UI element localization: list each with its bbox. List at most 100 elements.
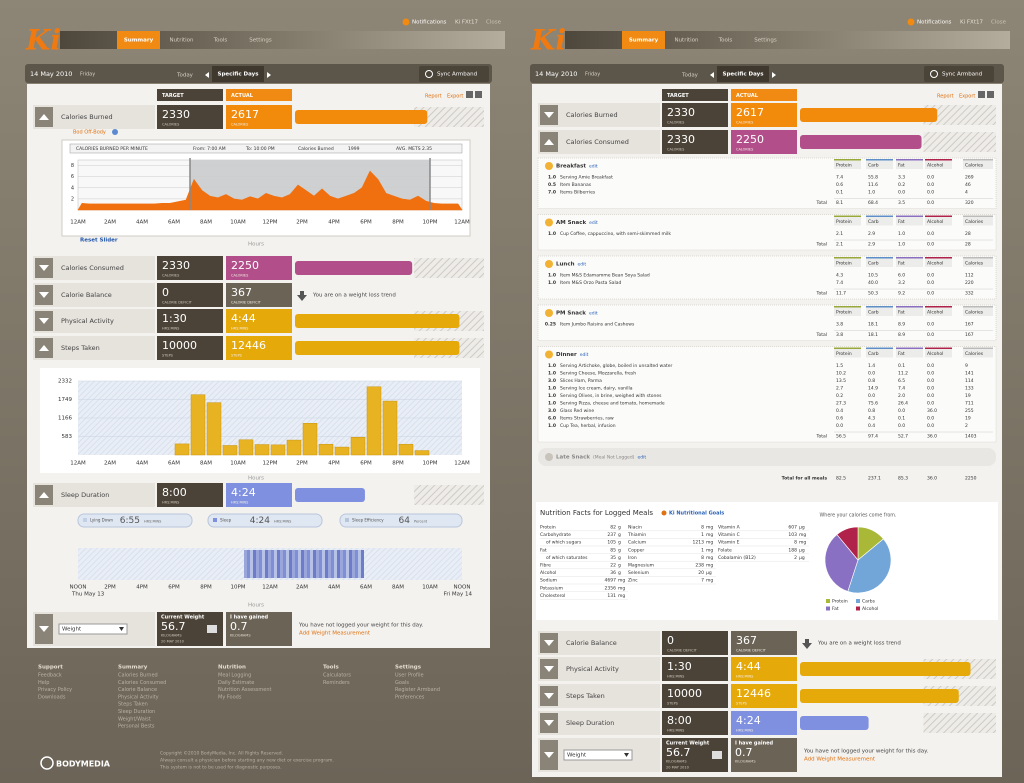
footer-link[interactable]: Privacy Policy <box>38 687 72 693</box>
footer-link[interactable]: Help <box>38 680 49 686</box>
panel-button[interactable] <box>978 91 985 98</box>
footer-link[interactable]: Calculators <box>323 673 351 679</box>
specific-days-tab[interactable] <box>212 66 264 82</box>
footer-link[interactable]: Reminders <box>323 680 350 686</box>
export-link[interactable]: Export <box>959 94 975 100</box>
notifications-link[interactable]: Notifications <box>412 20 447 26</box>
sleep-segment <box>310 550 313 578</box>
sync-label[interactable]: Sync Armband <box>942 72 982 78</box>
specific-days-label[interactable]: Specific Days <box>723 72 765 78</box>
edit-link[interactable]: edit <box>589 311 598 317</box>
meal-name: Lunch <box>556 262 575 268</box>
footer-link[interactable]: Daily Estimate <box>218 680 254 686</box>
footer-link[interactable]: Sleep Duration <box>118 709 155 715</box>
nav-tab[interactable]: Settings <box>754 38 777 44</box>
item-quantity: 1.0 <box>548 386 556 392</box>
close-link[interactable]: Close <box>486 20 502 26</box>
nutrient-value: 4697 <box>605 578 617 584</box>
edit-link[interactable]: edit <box>578 262 587 268</box>
item-value: 0.0 <box>927 175 934 181</box>
nav-tab[interactable]: Summary <box>124 38 154 44</box>
add-weight-link[interactable]: Add Weight Measurement <box>804 757 876 763</box>
footer-link[interactable]: Weight/Waist <box>118 716 151 722</box>
today-tab[interactable]: Today <box>681 73 699 79</box>
notification-badge <box>402 18 410 26</box>
nutrient-name: Potassium <box>540 585 563 591</box>
actual-header <box>226 89 292 101</box>
steps-bar <box>366 386 382 456</box>
nav-tab[interactable]: Tools <box>718 38 733 44</box>
item-value: 19 <box>965 393 971 399</box>
notifications-link[interactable]: Notifications <box>917 20 952 26</box>
footer-link[interactable]: Calories Consumed <box>118 680 166 686</box>
add-weight-link[interactable]: Add Weight Measurement <box>299 631 371 637</box>
footer-link[interactable]: Steps Taken <box>118 702 148 708</box>
footer-link[interactable]: Downloads <box>38 694 66 700</box>
weight-select[interactable] <box>563 749 633 761</box>
edit-link[interactable]: edit <box>589 220 598 226</box>
progress-bar <box>295 261 413 275</box>
nav-tab[interactable]: Nutrition <box>674 38 699 44</box>
item-value: 40.0 <box>868 280 878 286</box>
reset-slider-link[interactable]: Reset Slider <box>80 238 118 244</box>
row-label: Steps Taken <box>566 692 605 700</box>
row-label: Calories Consumed <box>566 138 629 146</box>
edit-link[interactable]: edit <box>589 164 598 170</box>
nav-tab[interactable]: Summary <box>629 38 659 44</box>
item-value: 11.6 <box>868 182 878 188</box>
sync-button[interactable] <box>419 66 489 82</box>
close-link[interactable]: Close <box>991 20 1007 26</box>
specific-days-tab[interactable] <box>717 66 769 82</box>
report-link[interactable]: Report <box>937 94 954 100</box>
footer-logo-icon <box>40 756 54 770</box>
goals-link[interactable]: Ki Nutritional Goals <box>669 511 724 517</box>
footer-link[interactable]: User Profile <box>395 673 424 679</box>
sync-button[interactable] <box>924 66 994 82</box>
y-tick-label: 2332 <box>58 379 72 385</box>
footer-link[interactable]: Preferences <box>395 694 425 700</box>
column-header-accent <box>925 347 952 349</box>
current-weight-unit: KILOGRAMS <box>161 634 182 638</box>
specific-days-label[interactable]: Specific Days <box>218 72 260 78</box>
sleep-segment <box>262 550 265 578</box>
edit-link[interactable]: edit <box>637 455 646 461</box>
footer-link[interactable]: Calorie Balance <box>118 687 157 693</box>
item-name: Item M&S Orzo Pasta Salad <box>560 280 621 286</box>
report-link[interactable]: Report <box>425 94 442 100</box>
actual-value: 2250 <box>736 133 764 146</box>
weight-select-label[interactable]: Weight <box>62 627 82 633</box>
panel-button[interactable] <box>466 91 473 98</box>
target-box <box>157 336 223 360</box>
item-value: 7.4 <box>836 280 843 286</box>
footer-link[interactable]: Personal Bests <box>118 724 155 730</box>
footer-link[interactable]: Physical Activity <box>118 694 159 700</box>
footer-link[interactable]: Feedback <box>38 673 62 679</box>
footer-link[interactable]: Goals <box>395 680 409 686</box>
nutrient-unit: g <box>618 548 621 553</box>
nutrient-name: Calcium <box>628 540 646 546</box>
panel-button[interactable] <box>987 91 994 98</box>
footer-link[interactable]: Register Armband <box>395 687 440 693</box>
panel-button[interactable] <box>475 91 482 98</box>
weight-select[interactable] <box>58 623 128 635</box>
footer-link[interactable]: Meal Logging <box>218 673 251 679</box>
weight-select-label[interactable]: Weight <box>567 753 587 759</box>
edit-link[interactable]: edit <box>580 352 589 358</box>
actual-box <box>226 336 292 360</box>
footer-link[interactable]: Nutrition Assessment <box>218 687 272 693</box>
sync-label[interactable]: Sync Armband <box>437 72 477 78</box>
today-tab[interactable]: Today <box>176 73 194 79</box>
nav-tab[interactable]: Tools <box>213 38 228 44</box>
item-name: Glass Red wine <box>560 408 594 414</box>
export-link[interactable]: Export <box>447 94 463 100</box>
meal-block <box>538 448 996 466</box>
footer-link[interactable]: My Foods <box>218 694 242 700</box>
off-body-link[interactable]: Bod Off-Body <box>73 130 106 136</box>
steps-bar <box>238 439 254 456</box>
nav-tab[interactable]: Settings <box>249 38 272 44</box>
y-tick-label: 8 <box>71 163 74 169</box>
calorie-area <box>77 170 463 211</box>
row-label: Calories Burned <box>566 111 618 119</box>
nav-tab[interactable]: Nutrition <box>169 38 194 44</box>
footer-link[interactable]: Calories Burned <box>118 673 158 679</box>
